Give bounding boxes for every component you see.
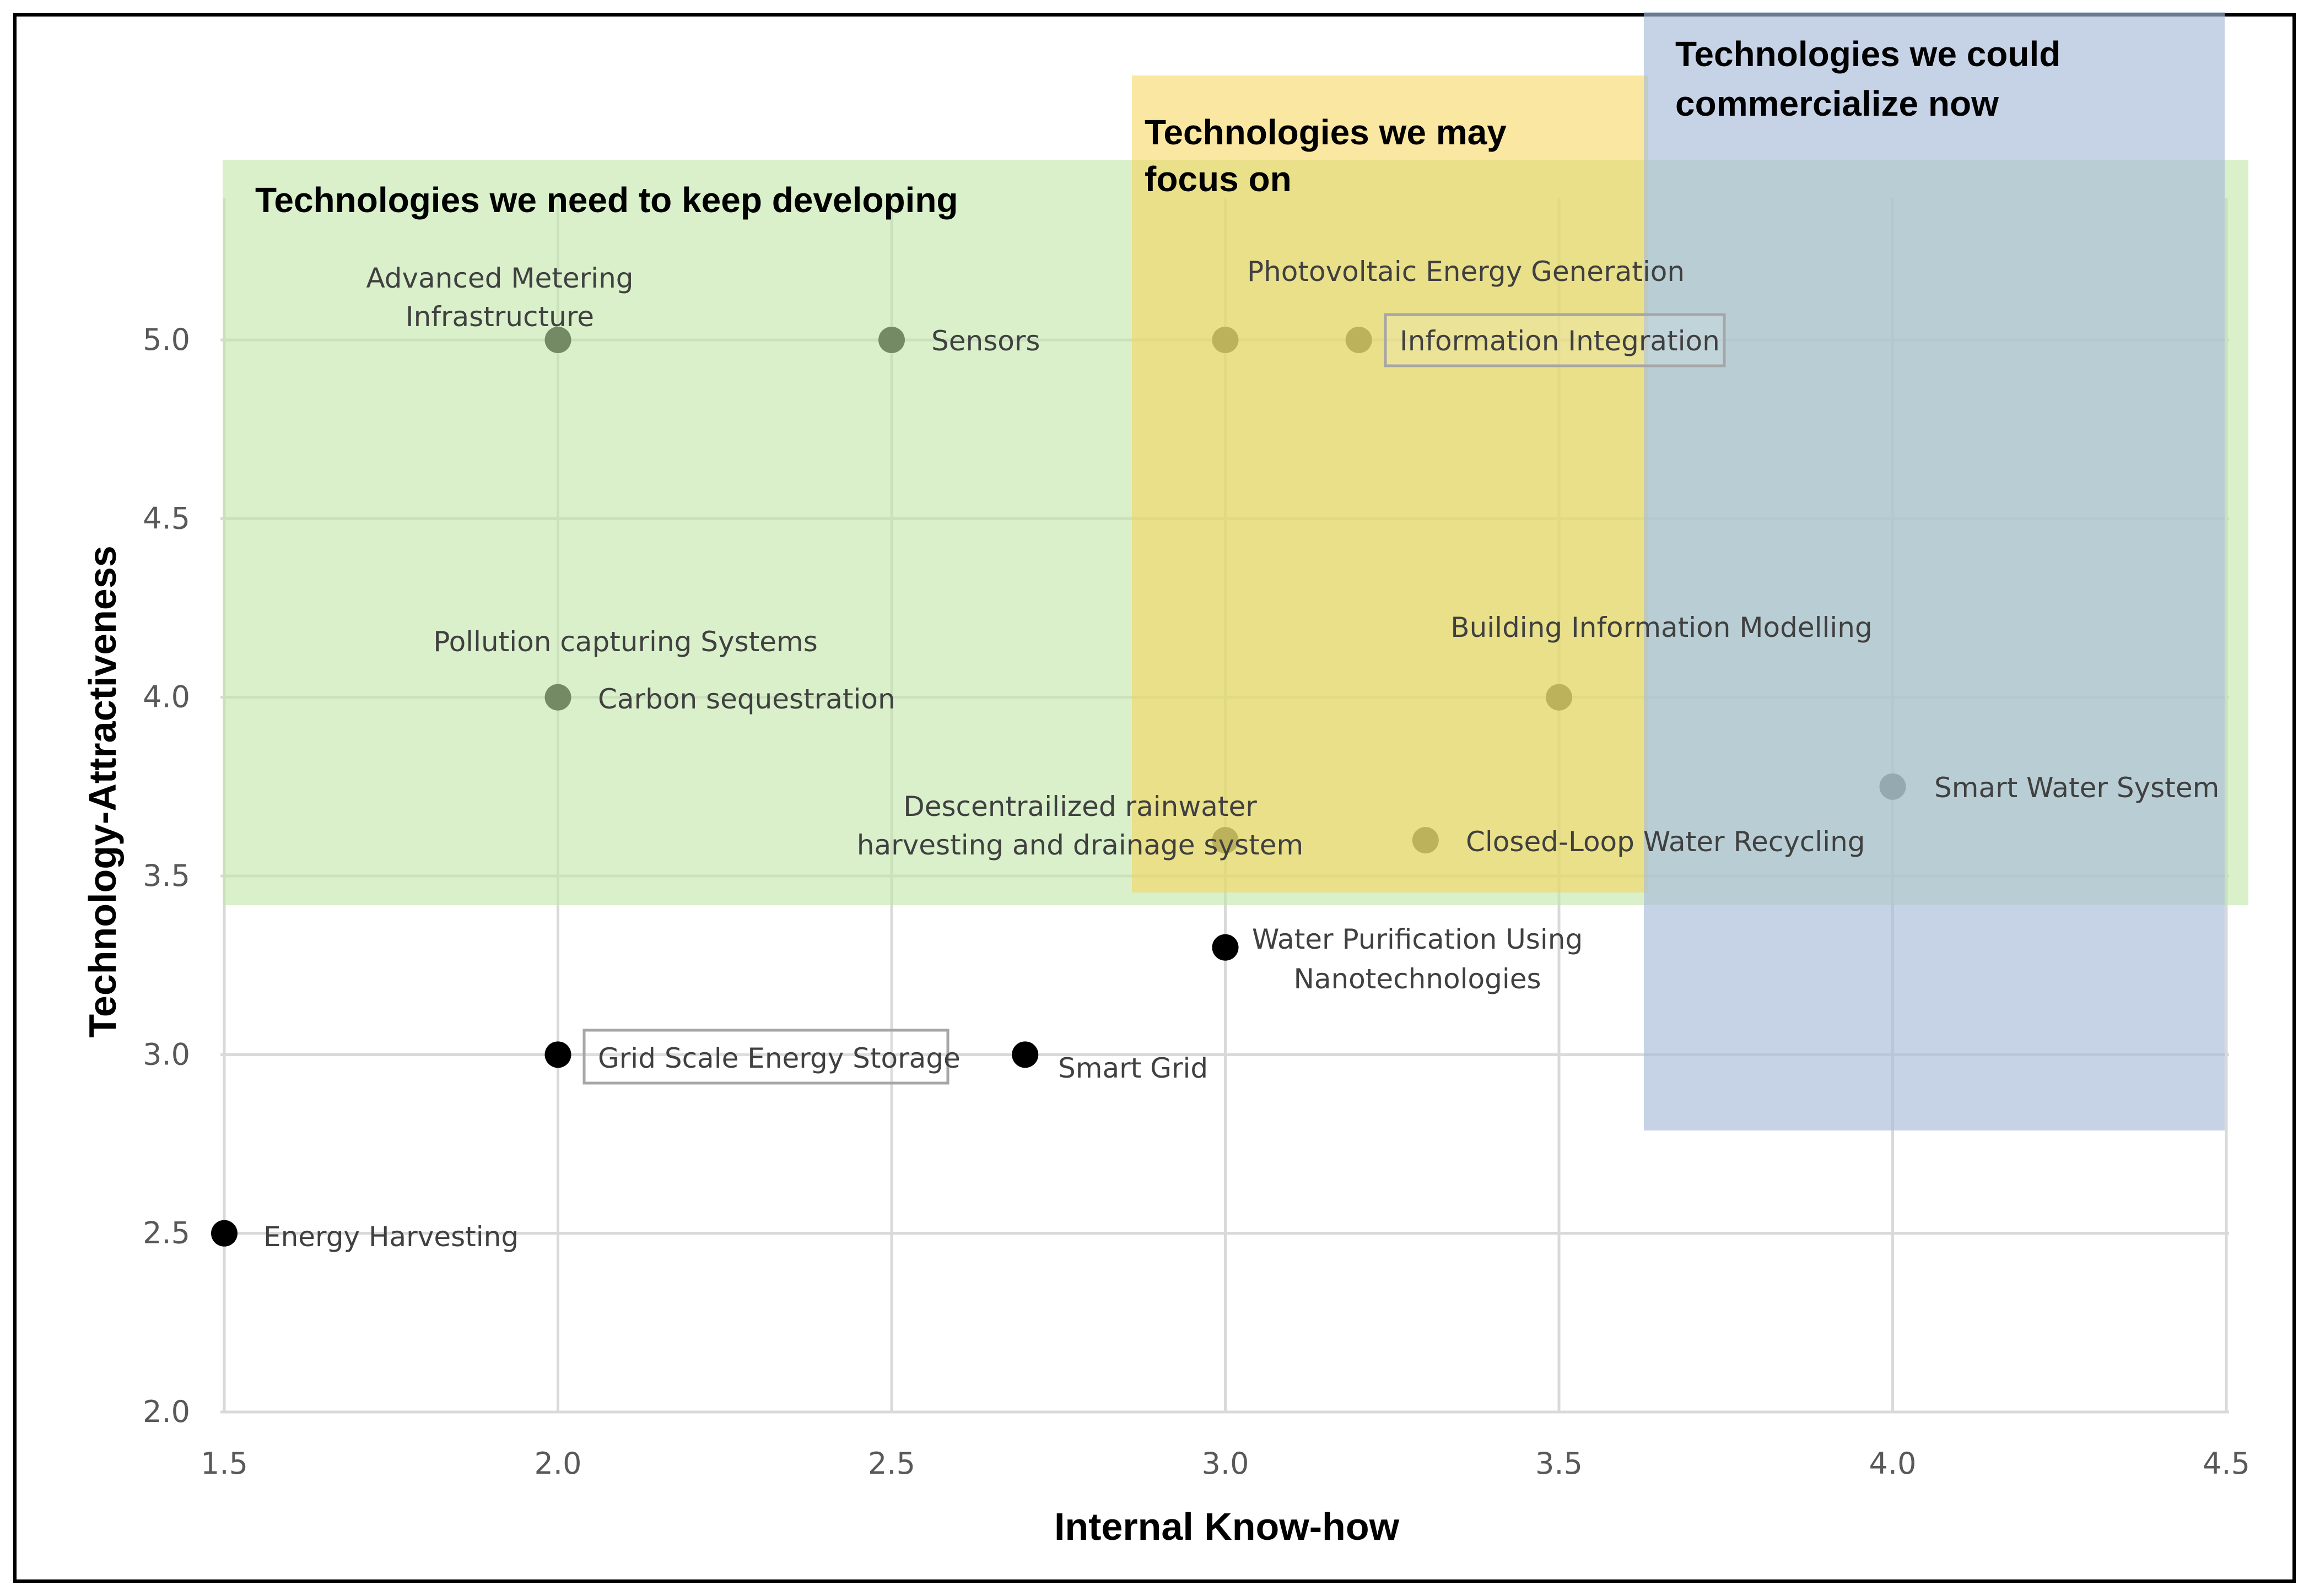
point-label: Closed-Loop Water Recycling [1466, 826, 1865, 858]
x-tick-label: 1.5 [201, 1446, 248, 1481]
y-tick-label: 5.0 [143, 322, 190, 357]
point-label: Advanced Metering Infrastructure [366, 262, 633, 333]
y-tick-label: 2.5 [143, 1216, 190, 1251]
point-label: Smart Water System [1934, 772, 2219, 804]
point-label: Carbon sequestration [598, 683, 895, 715]
point-label: Smart Grid [1058, 1052, 1208, 1084]
x-axis-title: Internal Know-how [1054, 1505, 1400, 1548]
tick-labels: 1.5 2.0 2.5 3.0 3.5 4.0 4.5 2.0 2.5 3.0 3.5 4.0 4.5 5… [143, 322, 2250, 1481]
x-tick-label: 3.5 [1535, 1446, 1583, 1481]
label-box [1384, 313, 1726, 367]
label-box [582, 1029, 950, 1085]
x-tick-label: 2.5 [868, 1446, 915, 1481]
zone-titles: Technologies we need to keep developing T… [255, 34, 2060, 220]
x-tick-label: 4.0 [1869, 1446, 1917, 1481]
zone-title: Technologies we need to keep developing [255, 180, 958, 220]
x-tick-label: 4.5 [2203, 1446, 2250, 1481]
point-label: Pollution capturing Systems [433, 626, 818, 658]
point-label: Grid Scale Energy Storage [598, 1042, 961, 1074]
point-label: Water Purification Using Nanotechnologies [1252, 923, 1583, 995]
region-commercialize-now [1644, 12, 2225, 1130]
regions [223, 12, 2248, 1130]
point-label: Energy Harvesting [263, 1221, 519, 1253]
x-tick-label: 3.0 [1202, 1446, 1249, 1481]
point-label: Sensors [931, 325, 1040, 357]
zone-title: Technologies we may focus on [1145, 112, 1507, 199]
point-label: Descentrailized rainwater harvesting and … [857, 791, 1303, 861]
data-point [211, 1220, 238, 1247]
y-tick-label: 3.0 [143, 1037, 190, 1072]
point-label: Building Information Modelling [1450, 612, 1872, 643]
point-label: Photovoltaic Energy Generation [1247, 256, 1685, 288]
data-point [1212, 934, 1239, 961]
y-tick-label: 4.5 [143, 501, 190, 535]
region-may-focus [1132, 75, 1648, 892]
y-tick-label: 2.0 [143, 1394, 190, 1429]
point-label: Information Integration [1400, 325, 1720, 357]
data-point [544, 1041, 571, 1068]
x-tick-label: 2.0 [535, 1446, 582, 1481]
y-axis-title: Technology-Attractiveness [81, 545, 124, 1037]
y-tick-label: 4.0 [143, 680, 190, 715]
y-tick-label: 3.5 [143, 858, 190, 893]
data-point [1012, 1041, 1039, 1068]
zone-title: Technologies we could commercialize now [1675, 34, 2060, 123]
point-labels: Advanced Metering Infrastructure Sensors Ph… [263, 256, 2219, 1253]
